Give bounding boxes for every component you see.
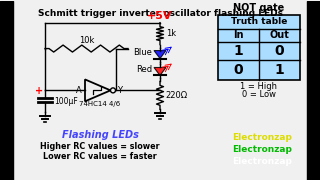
Text: Truth table: Truth table: [231, 17, 287, 26]
Text: 100μF: 100μF: [54, 97, 78, 106]
Text: 0 = Low: 0 = Low: [242, 90, 276, 99]
Text: 1: 1: [234, 44, 244, 58]
Text: Electronzap: Electronzap: [232, 157, 292, 166]
Text: +: +: [35, 86, 43, 96]
Text: NOT gate: NOT gate: [233, 3, 284, 13]
Text: Electronzap: Electronzap: [232, 145, 292, 154]
Text: Y: Y: [117, 86, 123, 95]
Text: Electronzap: Electronzap: [232, 133, 292, 142]
Text: In: In: [233, 30, 244, 40]
Text: Flashing LEDs: Flashing LEDs: [61, 130, 139, 140]
Text: 220Ω: 220Ω: [165, 91, 187, 100]
Text: Red: Red: [136, 65, 152, 74]
Text: 10k: 10k: [79, 36, 94, 45]
Bar: [0, 1, 13, 180]
FancyBboxPatch shape: [218, 15, 300, 80]
Text: 0: 0: [234, 63, 243, 77]
Text: 1k: 1k: [166, 29, 176, 38]
Text: +5V: +5V: [147, 11, 173, 21]
Text: Schmitt trigger inverter oscillator flashing LEDs: Schmitt trigger inverter oscillator flas…: [37, 9, 283, 18]
Text: 0: 0: [275, 44, 284, 58]
Text: Blue: Blue: [133, 48, 152, 57]
Text: Higher RC values = slower: Higher RC values = slower: [40, 142, 160, 151]
Text: 1 = High: 1 = High: [241, 82, 277, 91]
Polygon shape: [154, 68, 166, 75]
Polygon shape: [154, 51, 166, 58]
Text: 74HC14 4/6: 74HC14 4/6: [79, 101, 121, 107]
Bar: [307, 1, 320, 180]
Text: A: A: [76, 86, 82, 95]
Text: Out: Out: [269, 30, 289, 40]
Text: 1: 1: [275, 63, 284, 77]
Text: Lower RC values = faster: Lower RC values = faster: [43, 152, 157, 161]
